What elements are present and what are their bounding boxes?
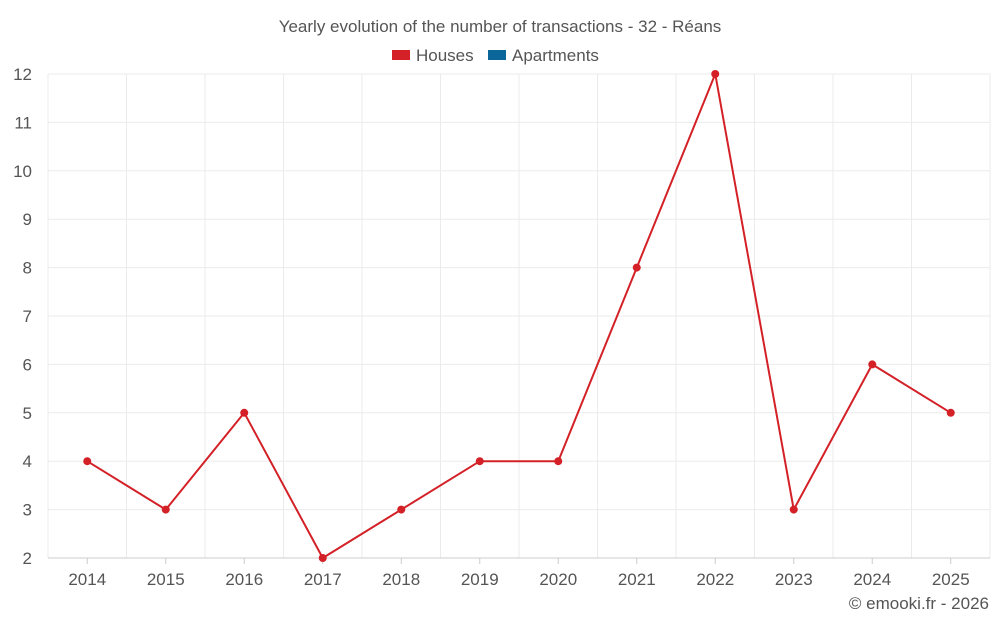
y-tick-label: 9 (23, 210, 32, 229)
data-point[interactable] (240, 408, 249, 417)
x-tick-label: 2019 (461, 570, 499, 589)
legend-label-apartments[interactable]: Apartments (512, 46, 599, 65)
legend-swatch-houses[interactable] (392, 50, 410, 60)
y-tick-label: 6 (23, 355, 32, 374)
x-tick-label: 2023 (775, 570, 813, 589)
legend-swatch-apartments[interactable] (488, 50, 506, 60)
data-point[interactable] (554, 457, 563, 466)
y-tick-label: 8 (23, 259, 32, 278)
legend: Houses Apartments (392, 46, 599, 65)
data-point[interactable] (83, 457, 92, 466)
data-point[interactable] (161, 505, 170, 514)
x-tick-label: 2016 (225, 570, 263, 589)
x-tick-label: 2018 (382, 570, 420, 589)
data-point[interactable] (397, 505, 406, 514)
data-point[interactable] (318, 554, 327, 562)
y-tick-label: 2 (23, 549, 32, 568)
y-tick-label: 10 (13, 162, 32, 181)
y-tick-label: 3 (23, 501, 32, 520)
chart-title: Yearly evolution of the number of transa… (279, 17, 722, 36)
x-tick-label: 2022 (696, 570, 734, 589)
series-houses (83, 70, 955, 562)
x-tick-label: 2015 (147, 570, 185, 589)
x-tick-label: 2024 (853, 570, 891, 589)
y-axis-ticks: 2 3 4 5 6 7 8 9 10 11 12 (13, 65, 32, 568)
data-point[interactable] (789, 505, 798, 514)
x-tick-label: 2017 (304, 570, 342, 589)
data-point[interactable] (946, 408, 955, 417)
y-tick-label: 11 (14, 113, 32, 132)
credit-text: © emooki.fr - 2026 (849, 594, 989, 613)
x-tick-label: 2021 (618, 570, 656, 589)
y-tick-label: 4 (23, 452, 32, 471)
data-point[interactable] (868, 360, 877, 369)
x-axis-ticks: 2014 2015 2016 2017 2018 2019 2020 2021 2022 2023… (68, 558, 970, 589)
horizontal-gridlines (48, 73, 990, 511)
data-point[interactable] (711, 70, 720, 78)
x-tick-label: 2025 (932, 570, 970, 589)
x-tick-label: 2014 (68, 570, 106, 589)
y-tick-label: 5 (23, 404, 32, 423)
y-tick-label: 7 (23, 307, 32, 326)
data-point[interactable] (475, 457, 484, 466)
y-tick-label: 12 (13, 65, 32, 84)
x-tick-label: 2020 (539, 570, 577, 589)
series-line (86, 73, 952, 559)
data-point[interactable] (632, 263, 641, 272)
legend-label-houses[interactable]: Houses (416, 46, 474, 65)
